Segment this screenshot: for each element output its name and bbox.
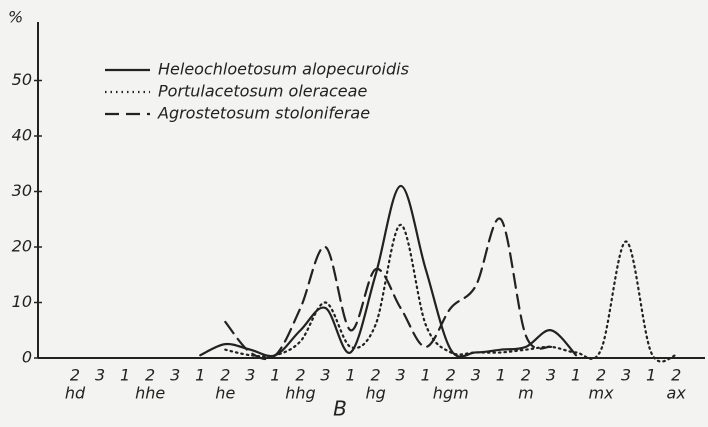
x-group-label: mx (589, 384, 615, 403)
y-tick-label: 40 (12, 126, 32, 145)
x-group-label: m (518, 384, 534, 403)
y-tick-label: 50 (12, 70, 32, 89)
x-tick-label: 3 (170, 366, 180, 385)
y-tick-label: 20 (12, 237, 32, 256)
x-tick-label: 3 (396, 366, 406, 385)
legend-label: Agrostetosum stoloniferae (157, 104, 370, 123)
x-tick-label: 2 (70, 366, 80, 385)
x-tick-label: 3 (546, 366, 556, 385)
legend-label: Portulacetosum oleraceae (158, 82, 367, 101)
y-axis-label: % (8, 8, 23, 27)
x-tick-label: 1 (496, 366, 506, 385)
x-tick-label: 2 (220, 366, 230, 385)
series-line (224, 217, 553, 361)
x-tick-label: 3 (621, 366, 631, 385)
x-tick-label: 2 (596, 366, 606, 385)
x-tick-label: 2 (295, 366, 305, 385)
x-tick-label: 2 (671, 366, 681, 385)
x-tick-label: 1 (270, 366, 280, 385)
x-tick-label: 3 (471, 366, 481, 385)
series-line (224, 223, 678, 363)
x-tick-label: 2 (145, 366, 155, 385)
series-line (199, 184, 578, 358)
x-group-label: hgm (433, 384, 469, 403)
x-group-label: hhe (135, 384, 165, 403)
x-tick-label: 2 (371, 366, 381, 385)
y-tick-label: 0 (22, 348, 32, 367)
x-tick-label: 2 (446, 366, 456, 385)
x-tick-label: 1 (421, 366, 431, 385)
y-tick-label: 10 (12, 292, 32, 311)
x-tick-label: 2 (521, 366, 531, 385)
x-group-label: ax (667, 384, 687, 403)
x-group-label: hg (365, 384, 385, 403)
y-tick-label: 30 (12, 181, 32, 200)
x-tick-label: 1 (345, 366, 355, 385)
x-tick-label: 3 (245, 366, 255, 385)
x-tick-label: 1 (646, 366, 656, 385)
x-group-label: hhg (285, 384, 315, 403)
x-tick-label: 1 (571, 366, 581, 385)
x-tick-label: 3 (95, 366, 105, 385)
legend-label: Heleochloetosum alopecuroidis (158, 60, 409, 79)
x-tick-label: 1 (120, 366, 130, 385)
x-group-label: hd (65, 384, 86, 403)
x-axis-label: B (333, 397, 347, 421)
x-tick-label: 3 (320, 366, 330, 385)
x-group-label: he (215, 384, 235, 403)
x-tick-label: 1 (195, 366, 205, 385)
